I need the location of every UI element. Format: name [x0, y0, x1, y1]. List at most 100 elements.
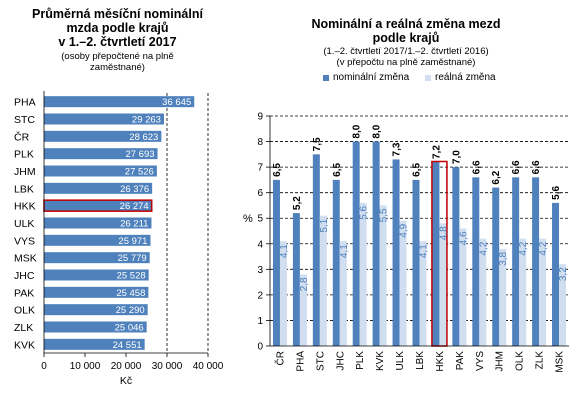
nominal-value-label-msk: 5,6	[551, 186, 562, 200]
x-axis-title: Kč	[120, 375, 132, 387]
wage-by-region-chart: Průměrná měsíční nominální mzda podle kr…	[0, 0, 235, 409]
category-label-čr: ČR	[273, 351, 286, 365]
bar-nominal-msk	[552, 202, 560, 346]
y-axis-title: %	[243, 213, 253, 225]
category-label-msk: MSK	[14, 253, 37, 265]
category-label-kvk: KVK	[14, 339, 35, 351]
category-label-plk: PLK	[14, 149, 34, 161]
bar-value-label-olk: 25 290	[116, 305, 145, 316]
y-tick-label: 9	[257, 112, 263, 123]
bar-value-label-plk: 27 693	[125, 149, 154, 160]
bar-value-label-msk: 25 779	[118, 253, 147, 264]
nominal-value-label-lbk: 6,5	[412, 163, 423, 177]
real-value-label-pak: 4,6	[458, 231, 469, 245]
bar-value-label-hkk: 26 274	[120, 201, 149, 212]
bar-value-label-stc: 29 263	[132, 115, 161, 126]
bar-nominal-pak	[452, 167, 460, 346]
x-tick-label: 0	[41, 361, 47, 372]
left-chart-title-line-1: Průměrná měsíční nominální	[32, 7, 203, 21]
category-label-olk: OLK	[14, 305, 35, 317]
bar-vys	[44, 234, 151, 246]
category-label-pak: PAK	[455, 351, 466, 371]
bar-real-jhc	[339, 241, 347, 346]
bar-real-čr	[279, 241, 287, 346]
bar-nominal-plk	[352, 141, 360, 346]
bar-čr	[44, 130, 162, 142]
bar-nominal-pha	[292, 213, 300, 346]
legend-real-swatch	[425, 74, 431, 81]
y-tick-label: 0	[257, 342, 263, 353]
bar-nominal-stc	[312, 154, 320, 346]
y-tick-label: 1	[257, 316, 263, 327]
right-chart-plot: 0 1 2 3 4 5 6 7 8 9 6,5 4,1 ČR 5,2 2,8 PHA 7,5 5,1 STC 6,5 4…	[243, 112, 569, 373]
nominal-value-label-plk: 8,0	[352, 124, 363, 138]
bar-real-stc	[319, 215, 327, 346]
left-chart-title-line-3: v 1.–2. čtvrtletí 2017	[58, 35, 177, 49]
category-label-kvk: KVK	[375, 351, 386, 371]
legend-real-label: reálná změna	[435, 72, 496, 83]
bar-nominal-vys	[472, 177, 480, 346]
nominal-value-label-jhc: 6,5	[332, 163, 343, 177]
legend-nominal: nominální změna	[323, 72, 409, 83]
bar-value-label-vys: 25 971	[118, 236, 147, 247]
category-label-stc: STC	[14, 114, 35, 126]
left-chart-subtitle-line-2: zaměstnané)	[90, 62, 145, 73]
category-label-jhc: JHC	[14, 270, 35, 282]
nominal-value-label-vys: 6,6	[471, 160, 482, 174]
nominal-value-label-pak: 7,0	[451, 150, 462, 164]
category-label-ulk: ULK	[395, 351, 406, 371]
x-tick-label: 40 000	[193, 361, 224, 372]
real-value-label-stc: 5,1	[319, 218, 330, 232]
nominal-value-label-jhm: 6,2	[491, 170, 502, 184]
category-label-stc: STC	[315, 351, 326, 371]
nominal-value-label-olk: 6,6	[511, 160, 522, 174]
category-label-plk: PLK	[355, 351, 366, 370]
legend-nominal-label: nominální změna	[333, 72, 410, 83]
bar-nominal-čr	[272, 179, 280, 346]
category-label-jhc: JHC	[335, 351, 346, 370]
bar-real-hkk	[439, 223, 447, 346]
bar-nominal-ulk	[392, 159, 400, 346]
category-label-pha: PHA	[295, 351, 306, 372]
bar-nominal-olk	[512, 177, 520, 346]
bar-stc	[44, 113, 164, 125]
nominal-value-label-kvk: 8,0	[372, 124, 383, 138]
right-chart-subtitle-line-1: (1.–2. čtvrtletí 2017/1.–2. čtvrtletí 20…	[323, 46, 489, 57]
bar-real-lbk	[419, 241, 427, 346]
bar-olk	[44, 304, 148, 316]
real-value-label-kvk: 5,5	[379, 208, 390, 222]
bar-real-pak	[459, 228, 467, 346]
category-label-hkk: HKK	[14, 201, 36, 213]
real-value-label-plk: 5,6	[359, 205, 370, 219]
left-chart-plot: 36 645 PHA 29 263 STC 28 623 ČR 27 693 PLK 27 52…	[14, 91, 224, 387]
x-tick-label: 20 000	[111, 361, 142, 372]
y-tick-label: 8	[257, 137, 263, 148]
x-tick-label: 30 000	[152, 361, 183, 372]
real-value-label-pha: 2,8	[299, 277, 310, 291]
bar-value-label-čr: 28 623	[129, 132, 158, 143]
bar-value-label-jhm: 27 526	[125, 167, 154, 178]
bar-nominal-kvk	[372, 141, 380, 346]
legend-real: reálná změna	[425, 72, 496, 83]
bar-value-label-pak: 25 458	[116, 288, 145, 299]
real-value-label-vys: 4,2	[478, 241, 489, 255]
y-tick-label: 6	[257, 188, 263, 199]
bar-real-olk	[519, 238, 527, 346]
bar-real-plk	[359, 202, 367, 346]
right-chart-title-line-2: podle krajů	[372, 31, 440, 45]
bar-lbk	[44, 182, 153, 194]
real-value-label-hkk: 4,8	[438, 226, 449, 240]
real-value-label-msk: 3,2	[558, 267, 569, 281]
category-label-olk: OLK	[515, 351, 526, 371]
bar-pak	[44, 286, 149, 298]
bar-value-label-lbk: 26 376	[120, 184, 149, 195]
wage-change-chart: Nominální a reálná změna mezd podle kraj…	[235, 0, 577, 409]
bar-real-jhm	[499, 248, 507, 346]
nominal-value-label-stc: 7,5	[312, 137, 323, 151]
nominal-value-label-zlk: 6,6	[531, 160, 542, 174]
category-label-vys: VYS	[14, 235, 35, 247]
y-tick-label: 7	[257, 163, 263, 174]
real-value-label-čr: 4,1	[279, 244, 290, 258]
bar-value-label-jhc: 25 528	[117, 271, 146, 282]
category-label-čr: ČR	[14, 130, 30, 143]
